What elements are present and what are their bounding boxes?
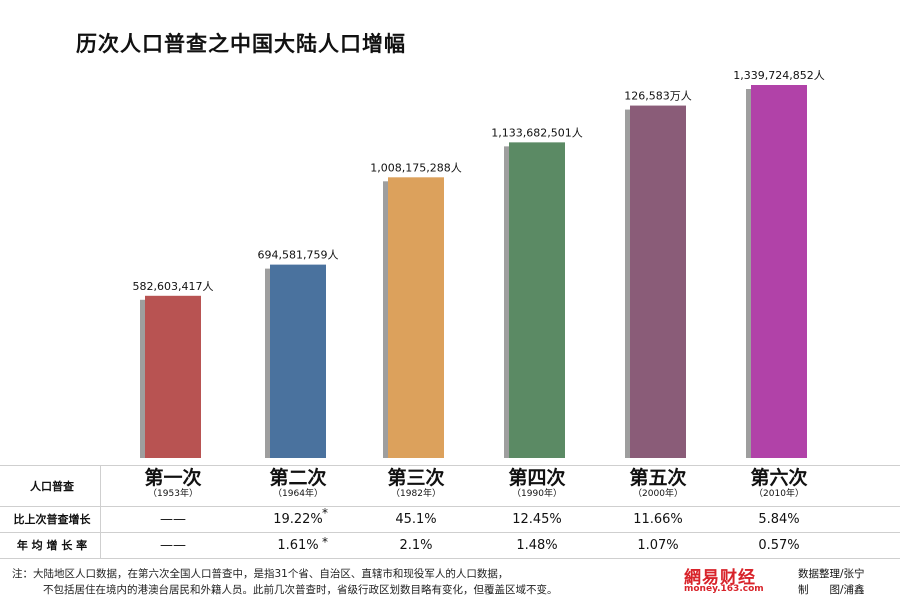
credit-data: 数据整理/张宁 [798,568,865,580]
census-column-header: 第一次 （1953年） [113,467,233,500]
census-name: 第四次 [508,467,566,489]
growth-value: 45.1% [395,512,437,527]
annual-rate-value: 2.1% [399,538,433,553]
logo-url: money.163.com [684,584,764,594]
growth-value: —— [160,512,186,527]
annual-rate-value: —— [160,538,186,553]
bar-value-label: 1,008,175,288人 [370,161,461,174]
census-name: 第三次 [387,467,445,489]
census-year: （1990年） [512,489,562,499]
row-label-growth: 比上次普查增长 [13,513,91,526]
table-divider [0,465,900,466]
census-column-header: 第五次 （2000年） [598,467,718,500]
annual-rate-value: 1.07% [637,538,679,553]
bar-6 [751,85,807,458]
census-name: 第二次 [269,467,327,489]
chart-title: 历次人口普查之中国大陆人口增幅 [76,32,406,56]
census-name: 第六次 [750,467,808,489]
census-year: （2000年） [633,489,683,499]
footnote-star: * [322,535,328,549]
growth-value: 5.84% [758,512,800,527]
census-year: （2010年） [754,489,804,499]
bar-value-label: 582,603,417人 [133,280,214,293]
table-divider [0,506,900,507]
bar-3 [388,177,444,458]
bar-chart: 582,603,417人 694,581,759人 1,008,175,288人 1,… [133,69,825,459]
footnote-line2: 不包括居住在境内的港澳台居民和外籍人员。此前几次普查时，省级行政区划数目略有变化… [43,584,558,596]
netease-finance-logo: 網易财经 [684,568,756,588]
bar-value-label: 126,583万人 [624,90,692,103]
annual-rate-value: 1.48% [516,538,558,553]
bar-value-label: 1,133,682,501人 [491,126,582,139]
footnote-line1: 注：大陆地区人口数据，在第六次全国人口普查中，是指31个省、自治区、直辖市和现役… [12,568,509,580]
bar-4 [509,142,565,458]
credit-graphics: 制 图/浦鑫 [798,584,865,596]
growth-value: 19.22% [273,512,323,527]
table-divider [100,465,101,558]
table-divider [0,558,900,559]
census-year: （1953年） [148,489,198,499]
row-label-annual: 年 均 增 长 率 [16,539,88,552]
census-name: 第五次 [629,467,687,489]
annual-rate-value: 0.57% [758,538,800,553]
bar-5 [630,105,686,459]
bar-value-label: 1,339,724,852人 [733,69,824,82]
census-column-header: 第四次 （1990年） [477,467,597,500]
growth-value: 11.66% [633,512,683,527]
census-column-header: 第二次 （1964年） [238,467,358,500]
census-year: （1982年） [391,489,441,499]
census-name: 第一次 [144,467,202,489]
bar-1 [145,295,201,458]
growth-value: 12.45% [512,512,562,527]
census-column-header: 第三次 （1982年） [356,467,476,500]
table-divider [0,532,900,533]
bar-value-label: 694,581,759人 [258,249,339,262]
footnote-star: * [322,506,328,520]
bar-2 [270,264,326,458]
census-year: （1964年） [273,489,323,499]
annual-rate-value: 1.61% [277,538,319,553]
row-label-census: 人口普查 [30,480,74,493]
census-column-header: 第六次 （2010年） [719,467,839,500]
